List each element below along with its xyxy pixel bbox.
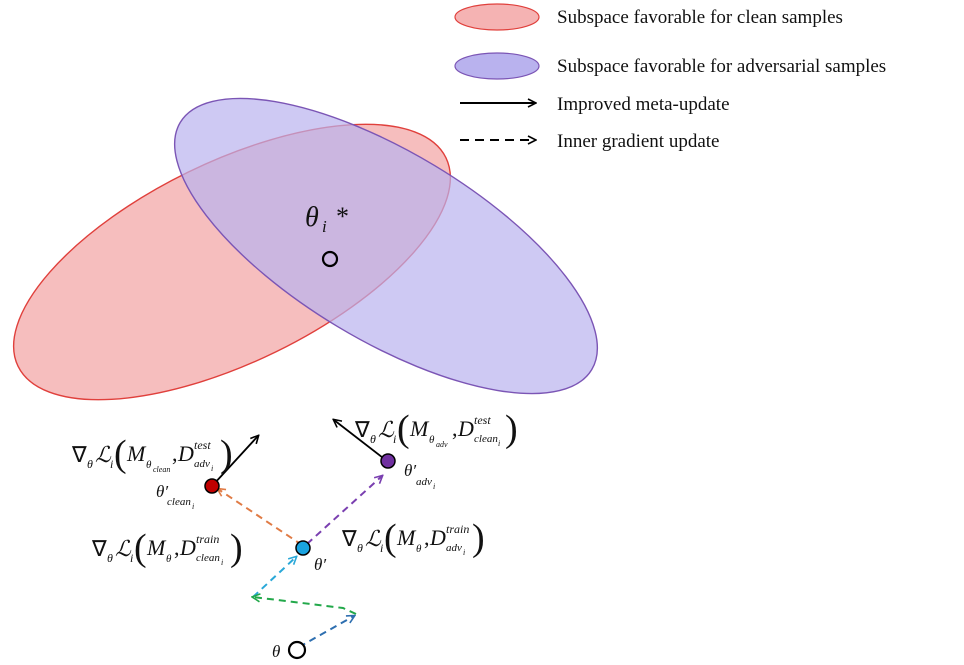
svg-text:,: , bbox=[172, 441, 178, 466]
svg-text:θ′: θ′ bbox=[404, 461, 416, 480]
theta-clean-point bbox=[204, 478, 220, 494]
theta-star-point bbox=[321, 250, 339, 268]
svg-text:M: M bbox=[396, 525, 417, 550]
svg-text:θ: θ bbox=[166, 553, 172, 565]
svg-text:D: D bbox=[457, 416, 474, 441]
inner-update-arrow-blue bbox=[298, 616, 354, 648]
inner-update-arrow-purple bbox=[306, 476, 382, 545]
svg-text:θ: θ bbox=[305, 202, 319, 233]
svg-text:*: * bbox=[336, 202, 349, 231]
svg-text:i: i bbox=[211, 464, 213, 473]
svg-text:adv: adv bbox=[416, 476, 432, 488]
legend: Subspace favorable for clean samples Sub… bbox=[454, 3, 886, 152]
theta-prime-label: θ′ bbox=[314, 555, 326, 574]
svg-text:train: train bbox=[196, 532, 219, 546]
svg-text:clean: clean bbox=[167, 496, 191, 508]
svg-text:(: ( bbox=[384, 517, 397, 559]
svg-text:θ: θ bbox=[429, 434, 435, 446]
svg-text:i: i bbox=[130, 551, 133, 565]
svg-text:M: M bbox=[409, 416, 430, 441]
svg-text:θ: θ bbox=[146, 459, 152, 471]
svg-text:M: M bbox=[126, 441, 147, 466]
svg-text:i: i bbox=[192, 502, 194, 511]
svg-text:∇: ∇ bbox=[354, 417, 370, 442]
theta-point bbox=[287, 640, 307, 660]
svg-text:clean: clean bbox=[474, 433, 498, 445]
svg-text:D: D bbox=[429, 525, 446, 550]
svg-text:i: i bbox=[380, 541, 383, 555]
legend-clean-label: Subspace favorable for clean samples bbox=[557, 7, 843, 28]
svg-text:i: i bbox=[322, 217, 327, 236]
svg-text:test: test bbox=[194, 438, 211, 452]
svg-text:,: , bbox=[174, 535, 180, 560]
svg-text:θ′: θ′ bbox=[156, 482, 168, 501]
svg-text:i: i bbox=[221, 558, 223, 567]
svg-text:i: i bbox=[498, 439, 500, 448]
inner-update-arrow-cyan bbox=[252, 557, 296, 598]
svg-text:θ: θ bbox=[87, 457, 93, 471]
svg-text:i: i bbox=[463, 548, 465, 557]
svg-text:train: train bbox=[446, 522, 469, 536]
legend-inner-label: Inner gradient update bbox=[557, 131, 719, 152]
svg-text:(: ( bbox=[134, 527, 147, 569]
svg-text:): ) bbox=[230, 527, 243, 569]
svg-text:ℒ: ℒ bbox=[378, 417, 395, 442]
svg-text:∇: ∇ bbox=[91, 536, 107, 561]
svg-text:): ) bbox=[220, 433, 233, 475]
theta-prime-point bbox=[295, 540, 311, 556]
svg-text:θ: θ bbox=[416, 543, 422, 555]
svg-text:∇: ∇ bbox=[341, 526, 357, 551]
meta-update-arrow-adv bbox=[334, 420, 388, 462]
svg-text:clean: clean bbox=[153, 465, 170, 474]
svg-text:∇: ∇ bbox=[71, 442, 87, 467]
legend-clean-swatch bbox=[454, 3, 540, 31]
theta-star-label: θ i * bbox=[305, 202, 349, 236]
theta-label: θ bbox=[272, 642, 280, 661]
svg-text:D: D bbox=[177, 441, 194, 466]
theta-clean-label: θ′ clean i bbox=[156, 482, 194, 511]
svg-text:θ: θ bbox=[107, 551, 113, 565]
svg-text:i: i bbox=[393, 432, 396, 446]
svg-text:(: ( bbox=[114, 433, 127, 475]
svg-text:ℒ: ℒ bbox=[115, 536, 132, 561]
svg-text:θ: θ bbox=[357, 541, 363, 555]
svg-text:,: , bbox=[424, 525, 430, 550]
legend-meta-label: Improved meta-update bbox=[557, 94, 730, 115]
svg-text:ℒ: ℒ bbox=[365, 526, 382, 551]
inner-update-arrow-green bbox=[253, 597, 357, 615]
svg-text:θ: θ bbox=[272, 642, 280, 661]
svg-text:ℒ: ℒ bbox=[95, 442, 112, 467]
formula-clean-meta: ∇ θ ℒ i ( M θ clean , D test adv i ) bbox=[71, 433, 233, 475]
svg-text:): ) bbox=[505, 408, 518, 450]
formula-adv-train: ∇ θ ℒ i ( M θ , D train adv i ) bbox=[341, 517, 485, 559]
inner-update-arrow-orange bbox=[218, 489, 303, 546]
legend-adv-swatch bbox=[454, 52, 540, 80]
svg-text:θ′: θ′ bbox=[314, 555, 326, 574]
svg-text:i: i bbox=[110, 457, 113, 471]
svg-text:adv: adv bbox=[194, 458, 210, 470]
svg-text:M: M bbox=[146, 535, 167, 560]
svg-text:test: test bbox=[474, 413, 491, 427]
svg-text:,: , bbox=[452, 416, 458, 441]
legend-adv-label: Subspace favorable for adversarial sampl… bbox=[557, 56, 886, 77]
adv-subspace-ellipse bbox=[173, 97, 599, 395]
meta-update-arrow-clean bbox=[212, 436, 258, 486]
svg-text:θ: θ bbox=[370, 432, 376, 446]
theta-adv-point bbox=[380, 453, 396, 469]
svg-text:adv: adv bbox=[436, 440, 448, 449]
svg-text:adv: adv bbox=[446, 542, 462, 554]
svg-text:i: i bbox=[433, 482, 435, 491]
svg-text:D: D bbox=[179, 535, 196, 560]
svg-text:): ) bbox=[472, 517, 485, 559]
svg-text:(: ( bbox=[397, 408, 410, 450]
formula-adv-meta: ∇ θ ℒ i ( M θ adv , D test clean i ) bbox=[354, 408, 518, 450]
formula-clean-train: ∇ θ ℒ i ( M θ , D train clean i ) bbox=[91, 527, 243, 569]
svg-text:clean: clean bbox=[196, 552, 220, 564]
theta-adv-label: θ′ adv i bbox=[404, 461, 435, 491]
